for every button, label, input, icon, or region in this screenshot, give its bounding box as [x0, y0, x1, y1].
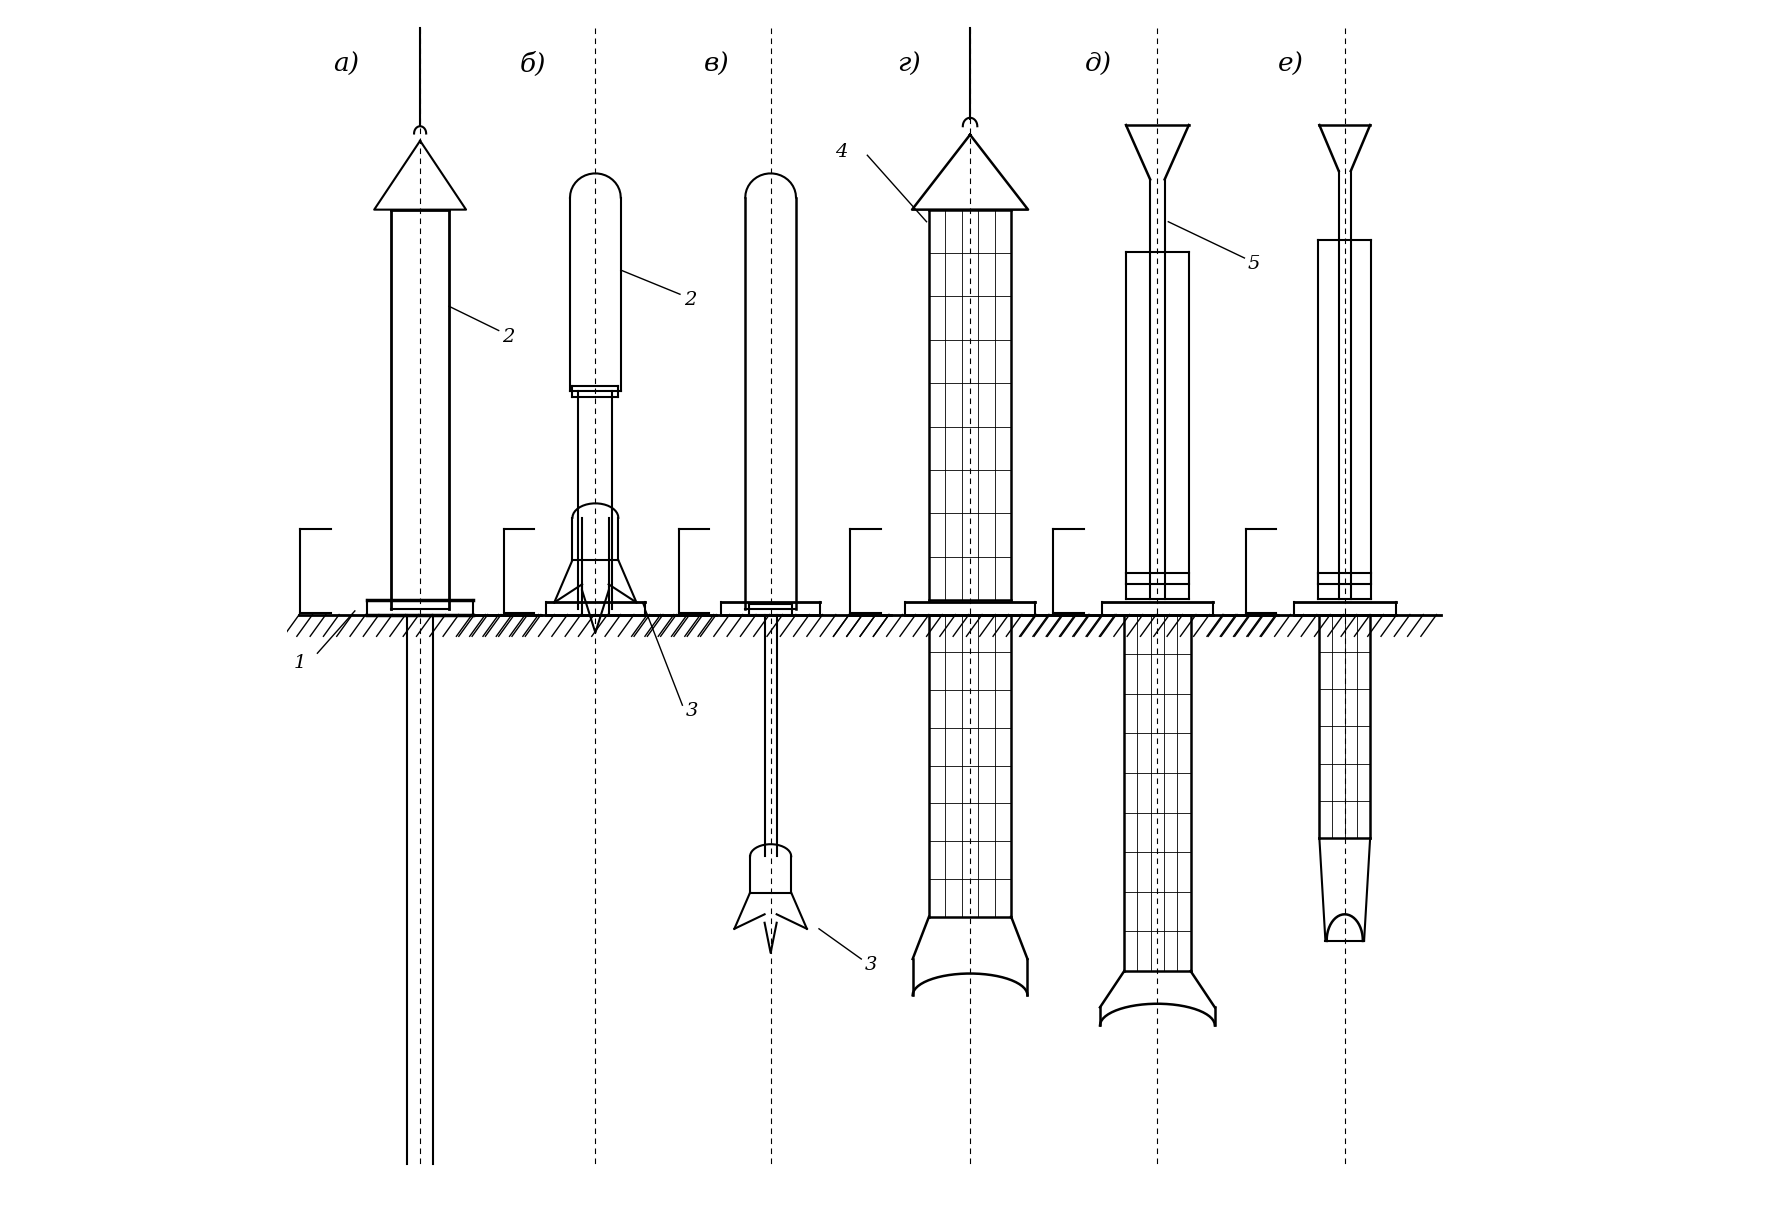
Text: 1: 1: [292, 654, 305, 672]
Text: 5: 5: [1247, 256, 1260, 273]
Text: г): г): [896, 52, 921, 77]
Text: д): д): [1083, 52, 1112, 77]
Text: 3: 3: [864, 957, 877, 974]
Text: е): е): [1278, 52, 1303, 77]
Text: в): в): [704, 52, 729, 77]
Text: 4: 4: [834, 142, 846, 161]
Text: 3: 3: [686, 702, 699, 720]
Text: б): б): [519, 52, 545, 77]
Text: 2: 2: [503, 327, 515, 346]
Text: 2: 2: [683, 291, 695, 309]
Text: а): а): [333, 52, 358, 77]
